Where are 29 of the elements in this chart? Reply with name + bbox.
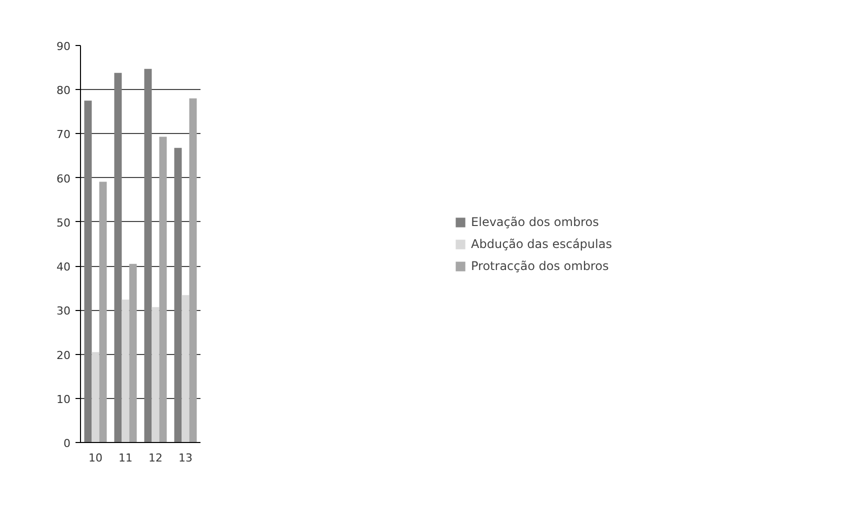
y-tick-label: 20 <box>56 348 71 362</box>
bar <box>92 352 100 442</box>
y-tick-label: 60 <box>56 172 71 186</box>
bar <box>152 307 160 442</box>
y-tick-label: 40 <box>56 260 71 274</box>
y-tick-label: 10 <box>56 392 71 406</box>
y-tick-label: 80 <box>56 84 71 98</box>
bar <box>144 68 152 442</box>
bar <box>174 148 182 442</box>
legend-label: Protracção dos ombros <box>471 258 609 272</box>
y-tick-label: 70 <box>56 128 71 142</box>
bar <box>129 264 137 442</box>
y-tick-label: 50 <box>56 216 71 230</box>
bar <box>182 295 190 442</box>
y-tick-label: 90 <box>56 40 71 53</box>
bar <box>189 98 197 442</box>
y-tick-label: 30 <box>56 304 71 318</box>
y-tick-label: 0 <box>64 437 70 450</box>
bar <box>99 182 107 442</box>
x-tick-label: 10 <box>88 452 102 464</box>
bar <box>84 100 92 442</box>
bar <box>159 136 167 442</box>
x-tick-label: 12 <box>148 452 162 464</box>
legend-label: Abdução das escápulas <box>471 236 612 250</box>
bar <box>114 72 122 442</box>
legend-label: Elevação dos ombros <box>471 214 599 228</box>
x-tick-label: 11 <box>118 452 132 464</box>
bar <box>122 300 130 442</box>
x-tick-label: 13 <box>178 452 192 464</box>
